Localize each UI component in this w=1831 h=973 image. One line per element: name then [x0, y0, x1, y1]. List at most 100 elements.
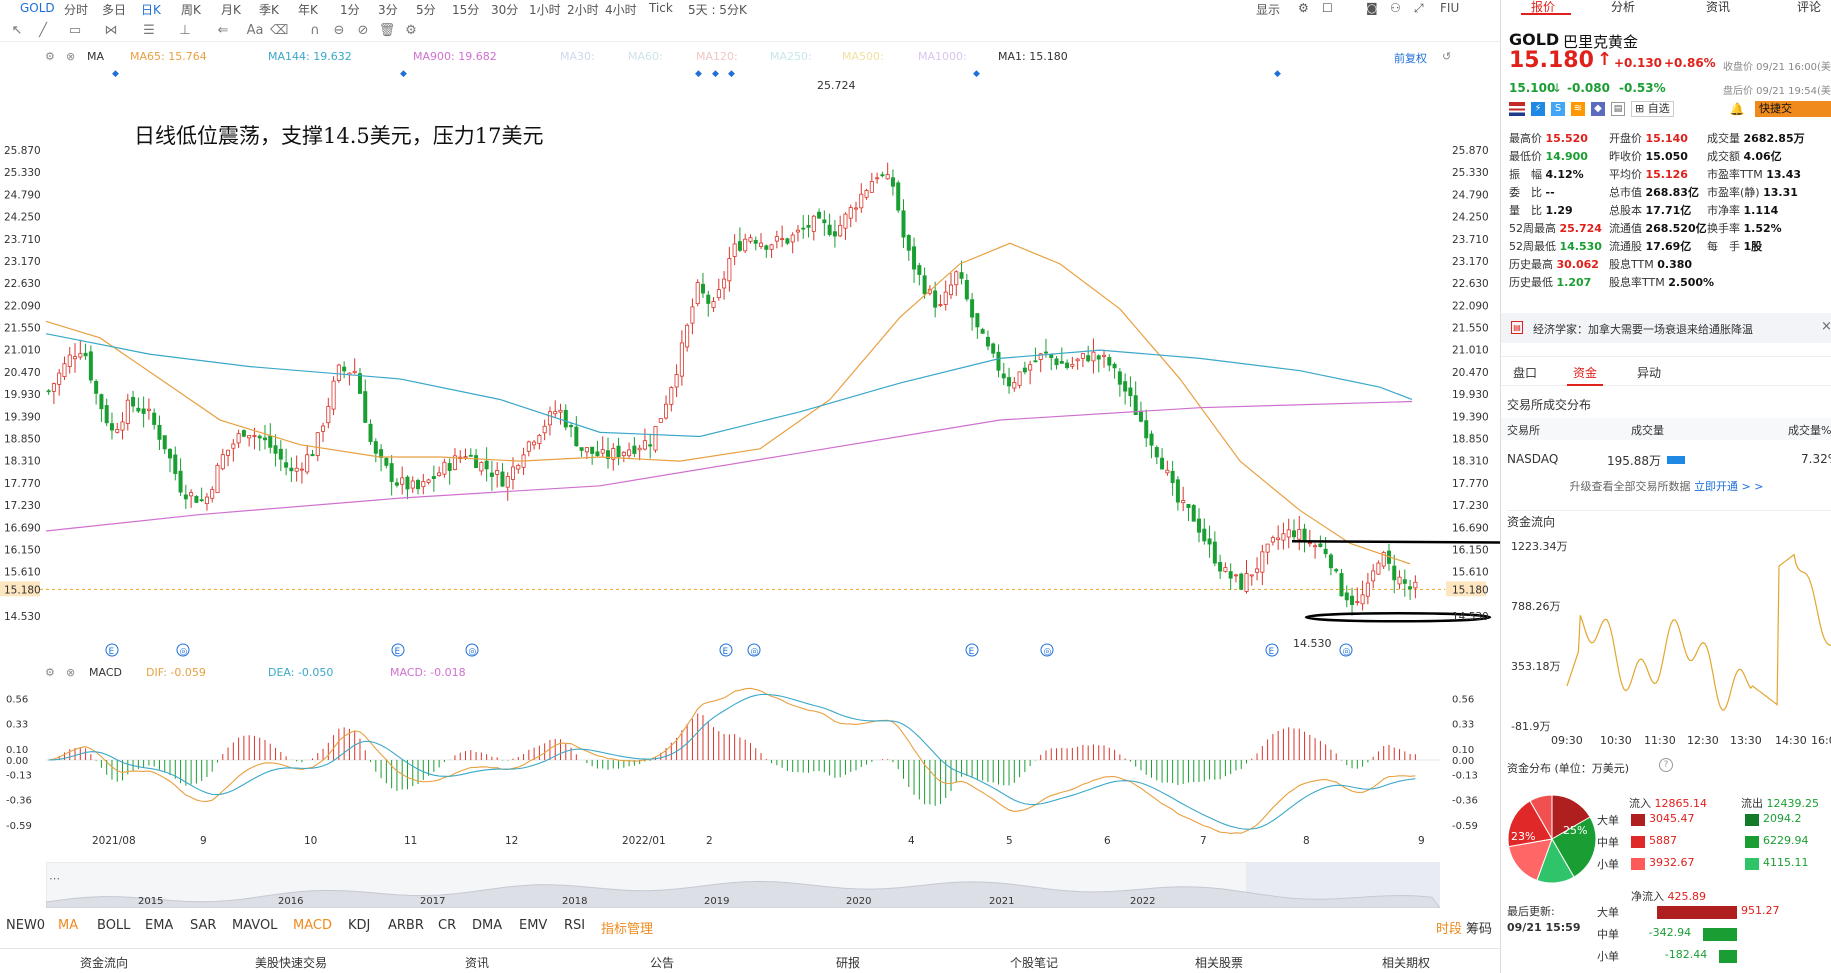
tab-ema[interactable]: EMA [145, 918, 174, 933]
fib-tool-icon[interactable]: ⋈ [104, 23, 118, 38]
nav-related-options[interactable]: 相关期权 [1382, 956, 1431, 970]
tab-mavol[interactable]: MAVOL [232, 918, 278, 933]
tab-rsi[interactable]: RSI [564, 918, 586, 933]
eraser-icon[interactable]: ⌫ [270, 23, 289, 38]
period-5day-5m[interactable]: 5天 : 5分K [688, 3, 747, 17]
news-banner[interactable]: ▤ 经济学家：加拿大需要一场衰退来给通胀降温 × [1501, 313, 1831, 343]
period-tick[interactable]: Tick [649, 1, 673, 15]
trash-icon[interactable]: 🗑 [378, 23, 396, 38]
ma-label[interactable]: MA [87, 50, 105, 63]
subtab-funds[interactable]: 资金 [1573, 366, 1598, 380]
magnet-icon[interactable]: ∩ [310, 23, 320, 38]
close-icon[interactable]: ⊗ [66, 666, 76, 679]
us-flag-icon[interactable] [1509, 102, 1525, 116]
nav-announcement[interactable]: 公告 [650, 956, 675, 970]
text-tool-icon[interactable]: Aa [246, 23, 264, 38]
nav-related-stocks[interactable]: 相关股票 [1195, 956, 1244, 970]
s-badge-icon[interactable]: S [1551, 102, 1565, 116]
line-tool-icon[interactable]: ╱ [39, 23, 47, 38]
tag-icon[interactable]: ◆ [1591, 102, 1605, 116]
tab-kdj[interactable]: KDJ [348, 918, 371, 933]
period-weekly-k[interactable]: 周K [181, 3, 201, 17]
tab-arbr[interactable]: ARBR [388, 918, 424, 933]
macd-label[interactable]: MACD [89, 666, 122, 679]
news-text[interactable]: 经济学家：加拿大需要一场衰退来给通胀降温 [1533, 323, 1753, 336]
camera-icon[interactable]: ◙ [1366, 1, 1378, 15]
tab-boll[interactable]: BOLL [97, 918, 131, 933]
fiu-label[interactable]: FIU [1440, 1, 1460, 15]
settings-icon[interactable]: ⚙ [45, 50, 55, 63]
nav-notes[interactable]: 个股笔记 [1010, 956, 1059, 970]
tab-chips[interactable]: 筹码 [1466, 922, 1493, 937]
period-3m[interactable]: 3分 [378, 3, 398, 17]
help-icon[interactable]: ? [1659, 758, 1673, 772]
period-5m[interactable]: 5分 [416, 3, 436, 17]
doc-icon[interactable]: ▤ [1611, 102, 1625, 116]
period-year-k[interactable]: 年K [298, 3, 318, 17]
period-quarter-k[interactable]: 季K [259, 3, 279, 17]
subtab-orderbook[interactable]: 盘口 [1513, 366, 1538, 380]
subtab-movement[interactable]: 异动 [1637, 366, 1662, 380]
tab-quote[interactable]: 报价 [1531, 0, 1556, 14]
hide-icon[interactable]: ⊘ [357, 23, 369, 38]
nav-fund-flow[interactable]: 资金流向 [80, 956, 129, 970]
period-1min-chart[interactable]: 分时 [64, 3, 89, 17]
fast-trade-button[interactable]: 快捷交 [1755, 101, 1831, 117]
period-1m[interactable]: 1分 [340, 3, 360, 17]
settings-icon[interactable]: ⚙ [1298, 1, 1309, 15]
price-axis-right: 25.870 25.330 24.790 24.250 23.710 23.170 22.6… [1446, 145, 1489, 623]
tab-analysis[interactable]: 分析 [1611, 0, 1636, 14]
period-30m[interactable]: 30分 [491, 3, 519, 17]
tab-info[interactable]: 资讯 [1706, 0, 1731, 14]
lightning-icon[interactable]: ⚡ [1531, 102, 1545, 116]
bell-icon[interactable]: 🔔 [1729, 102, 1745, 116]
tab-comment[interactable]: 评论 [1797, 0, 1822, 14]
period-15m[interactable]: 15分 [452, 3, 480, 17]
chart-badge-icon[interactable]: ≋ [1571, 102, 1585, 116]
undo-icon[interactable]: ↺ [1442, 50, 1452, 63]
candle-body [732, 243, 737, 257]
link-icon[interactable]: ⚇ [1390, 1, 1401, 15]
tab-indicator-manage[interactable]: 指标管理 [601, 922, 654, 937]
upgrade-link[interactable]: 立即开通 > > [1694, 480, 1764, 493]
period-1h[interactable]: 1小时 [529, 3, 561, 17]
symbol-tab[interactable]: GOLD [20, 1, 55, 15]
arrow-tool-icon[interactable]: ⇐ [217, 23, 229, 38]
overview-navigator[interactable]: 2015 2016 2017 2018 2019 2020 2021 2022 ⋯ [46, 862, 1440, 908]
period-4h[interactable]: 4小时 [605, 3, 637, 17]
nav-research[interactable]: 研报 [836, 956, 861, 970]
measure-icon[interactable]: ⊥ [179, 23, 191, 38]
close-icon[interactable]: ⊗ [66, 50, 76, 63]
settings-icon[interactable]: ⚙ [45, 666, 55, 679]
tab-sar[interactable]: SAR [190, 918, 217, 933]
fullscreen-icon[interactable]: ⤢ [1414, 1, 1424, 15]
period-monthly-k[interactable]: 月K [221, 3, 241, 17]
adjust-mode[interactable]: 前复权 [1394, 52, 1427, 65]
nav-fast-trade[interactable]: 美股快速交易 [255, 956, 328, 970]
period-daily-k[interactable]: 日K [141, 3, 161, 17]
price-chart[interactable]: ◆ ◆ ◆ ◆ ◆ ◆ ◆ E ◎ E ◎ E ◎ E ◎ E ◎ 25.870 25.330 24.790 24.2… [0, 66, 1500, 660]
watchlist-button[interactable]: ⊞ 自选 [1631, 101, 1674, 117]
macd-chart[interactable]: 0.56 0.560.33 0.330.10 0.100.00 0.00-0.13 -0.… [0, 684, 1500, 864]
tab-cr[interactable]: CR [438, 918, 457, 933]
tab-macd[interactable]: MACD [293, 918, 332, 933]
tab-emv[interactable]: EMV [519, 918, 548, 933]
tab-dma[interactable]: DMA [472, 918, 503, 933]
period-2h[interactable]: 2小时 [567, 3, 599, 17]
display-menu[interactable]: 显示 [1256, 3, 1281, 17]
lock-icon[interactable]: ⊖ [333, 23, 345, 38]
tab-time-period[interactable]: 时段 [1436, 922, 1463, 937]
rect-tool-icon[interactable]: ▭ [68, 23, 82, 38]
bar-pattern-icon[interactable]: ☰ [143, 23, 155, 38]
period-multi-day[interactable]: 多日 [102, 3, 127, 17]
quote-key: 股息TTM [1609, 258, 1658, 271]
layout-icon[interactable]: ☐ [1322, 1, 1333, 15]
tab-new0[interactable]: NEW0 [6, 918, 46, 933]
tab-ma[interactable]: MA [58, 918, 79, 933]
close-icon[interactable]: × [1821, 319, 1831, 334]
time-tick: 11 [404, 835, 417, 847]
cursor-icon[interactable]: ↖ [11, 23, 23, 38]
nav-news[interactable]: 资讯 [465, 956, 490, 970]
gear-icon[interactable]: ⚙ [405, 23, 417, 38]
